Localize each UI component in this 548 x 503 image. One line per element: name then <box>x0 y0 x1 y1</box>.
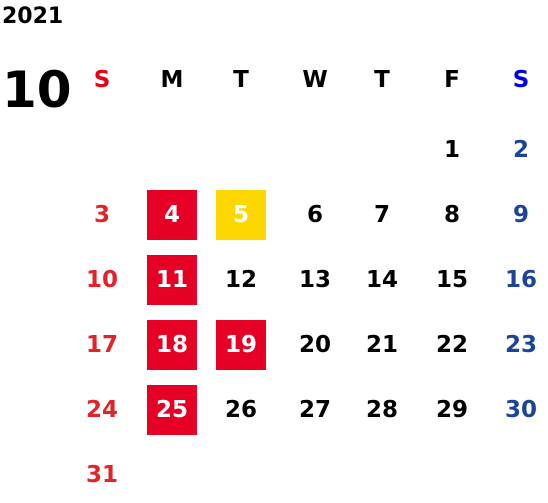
year: 2021 <box>2 4 64 29</box>
day[interactable]: 13 <box>298 267 331 293</box>
day[interactable]: 16 <box>504 267 537 293</box>
weekday-header: S <box>93 67 111 93</box>
day[interactable]: 7 <box>373 202 390 228</box>
day[interactable]: 28 <box>365 397 398 423</box>
day[interactable]: 1 <box>443 137 460 163</box>
day[interactable]: 22 <box>435 332 468 358</box>
highlighted-day[interactable]: 25 <box>147 385 197 435</box>
day[interactable]: 26 <box>224 397 257 423</box>
day[interactable]: 30 <box>504 397 537 423</box>
highlighted-day[interactable]: 5 <box>216 190 266 240</box>
month: 10 <box>2 61 72 119</box>
highlighted-day[interactable]: 18 <box>147 320 197 370</box>
day[interactable]: 23 <box>504 332 537 358</box>
day[interactable]: 6 <box>306 202 323 228</box>
weekday-header: M <box>160 67 184 93</box>
day[interactable]: 15 <box>435 267 468 293</box>
day[interactable]: 31 <box>85 462 118 488</box>
day[interactable]: 2 <box>512 137 529 163</box>
day[interactable]: 3 <box>93 202 110 228</box>
day[interactable]: 20 <box>298 332 331 358</box>
weekday-header: S <box>512 67 530 93</box>
day[interactable]: 8 <box>443 202 460 228</box>
day[interactable]: 17 <box>85 332 118 358</box>
highlighted-day[interactable]: 4 <box>147 190 197 240</box>
day[interactable]: 29 <box>435 397 468 423</box>
day[interactable]: 10 <box>85 267 118 293</box>
highlighted-day[interactable]: 19 <box>216 320 266 370</box>
day[interactable]: 14 <box>365 267 398 293</box>
day[interactable]: 12 <box>224 267 257 293</box>
day[interactable]: 27 <box>298 397 331 423</box>
day[interactable]: 21 <box>365 332 398 358</box>
weekday-header: T <box>374 67 390 93</box>
weekday-header: W <box>302 67 328 93</box>
day[interactable]: 24 <box>85 397 118 423</box>
weekday-header: T <box>233 67 249 93</box>
weekday-header: F <box>444 67 460 93</box>
day[interactable]: 9 <box>512 202 529 228</box>
highlighted-day[interactable]: 11 <box>147 255 197 305</box>
